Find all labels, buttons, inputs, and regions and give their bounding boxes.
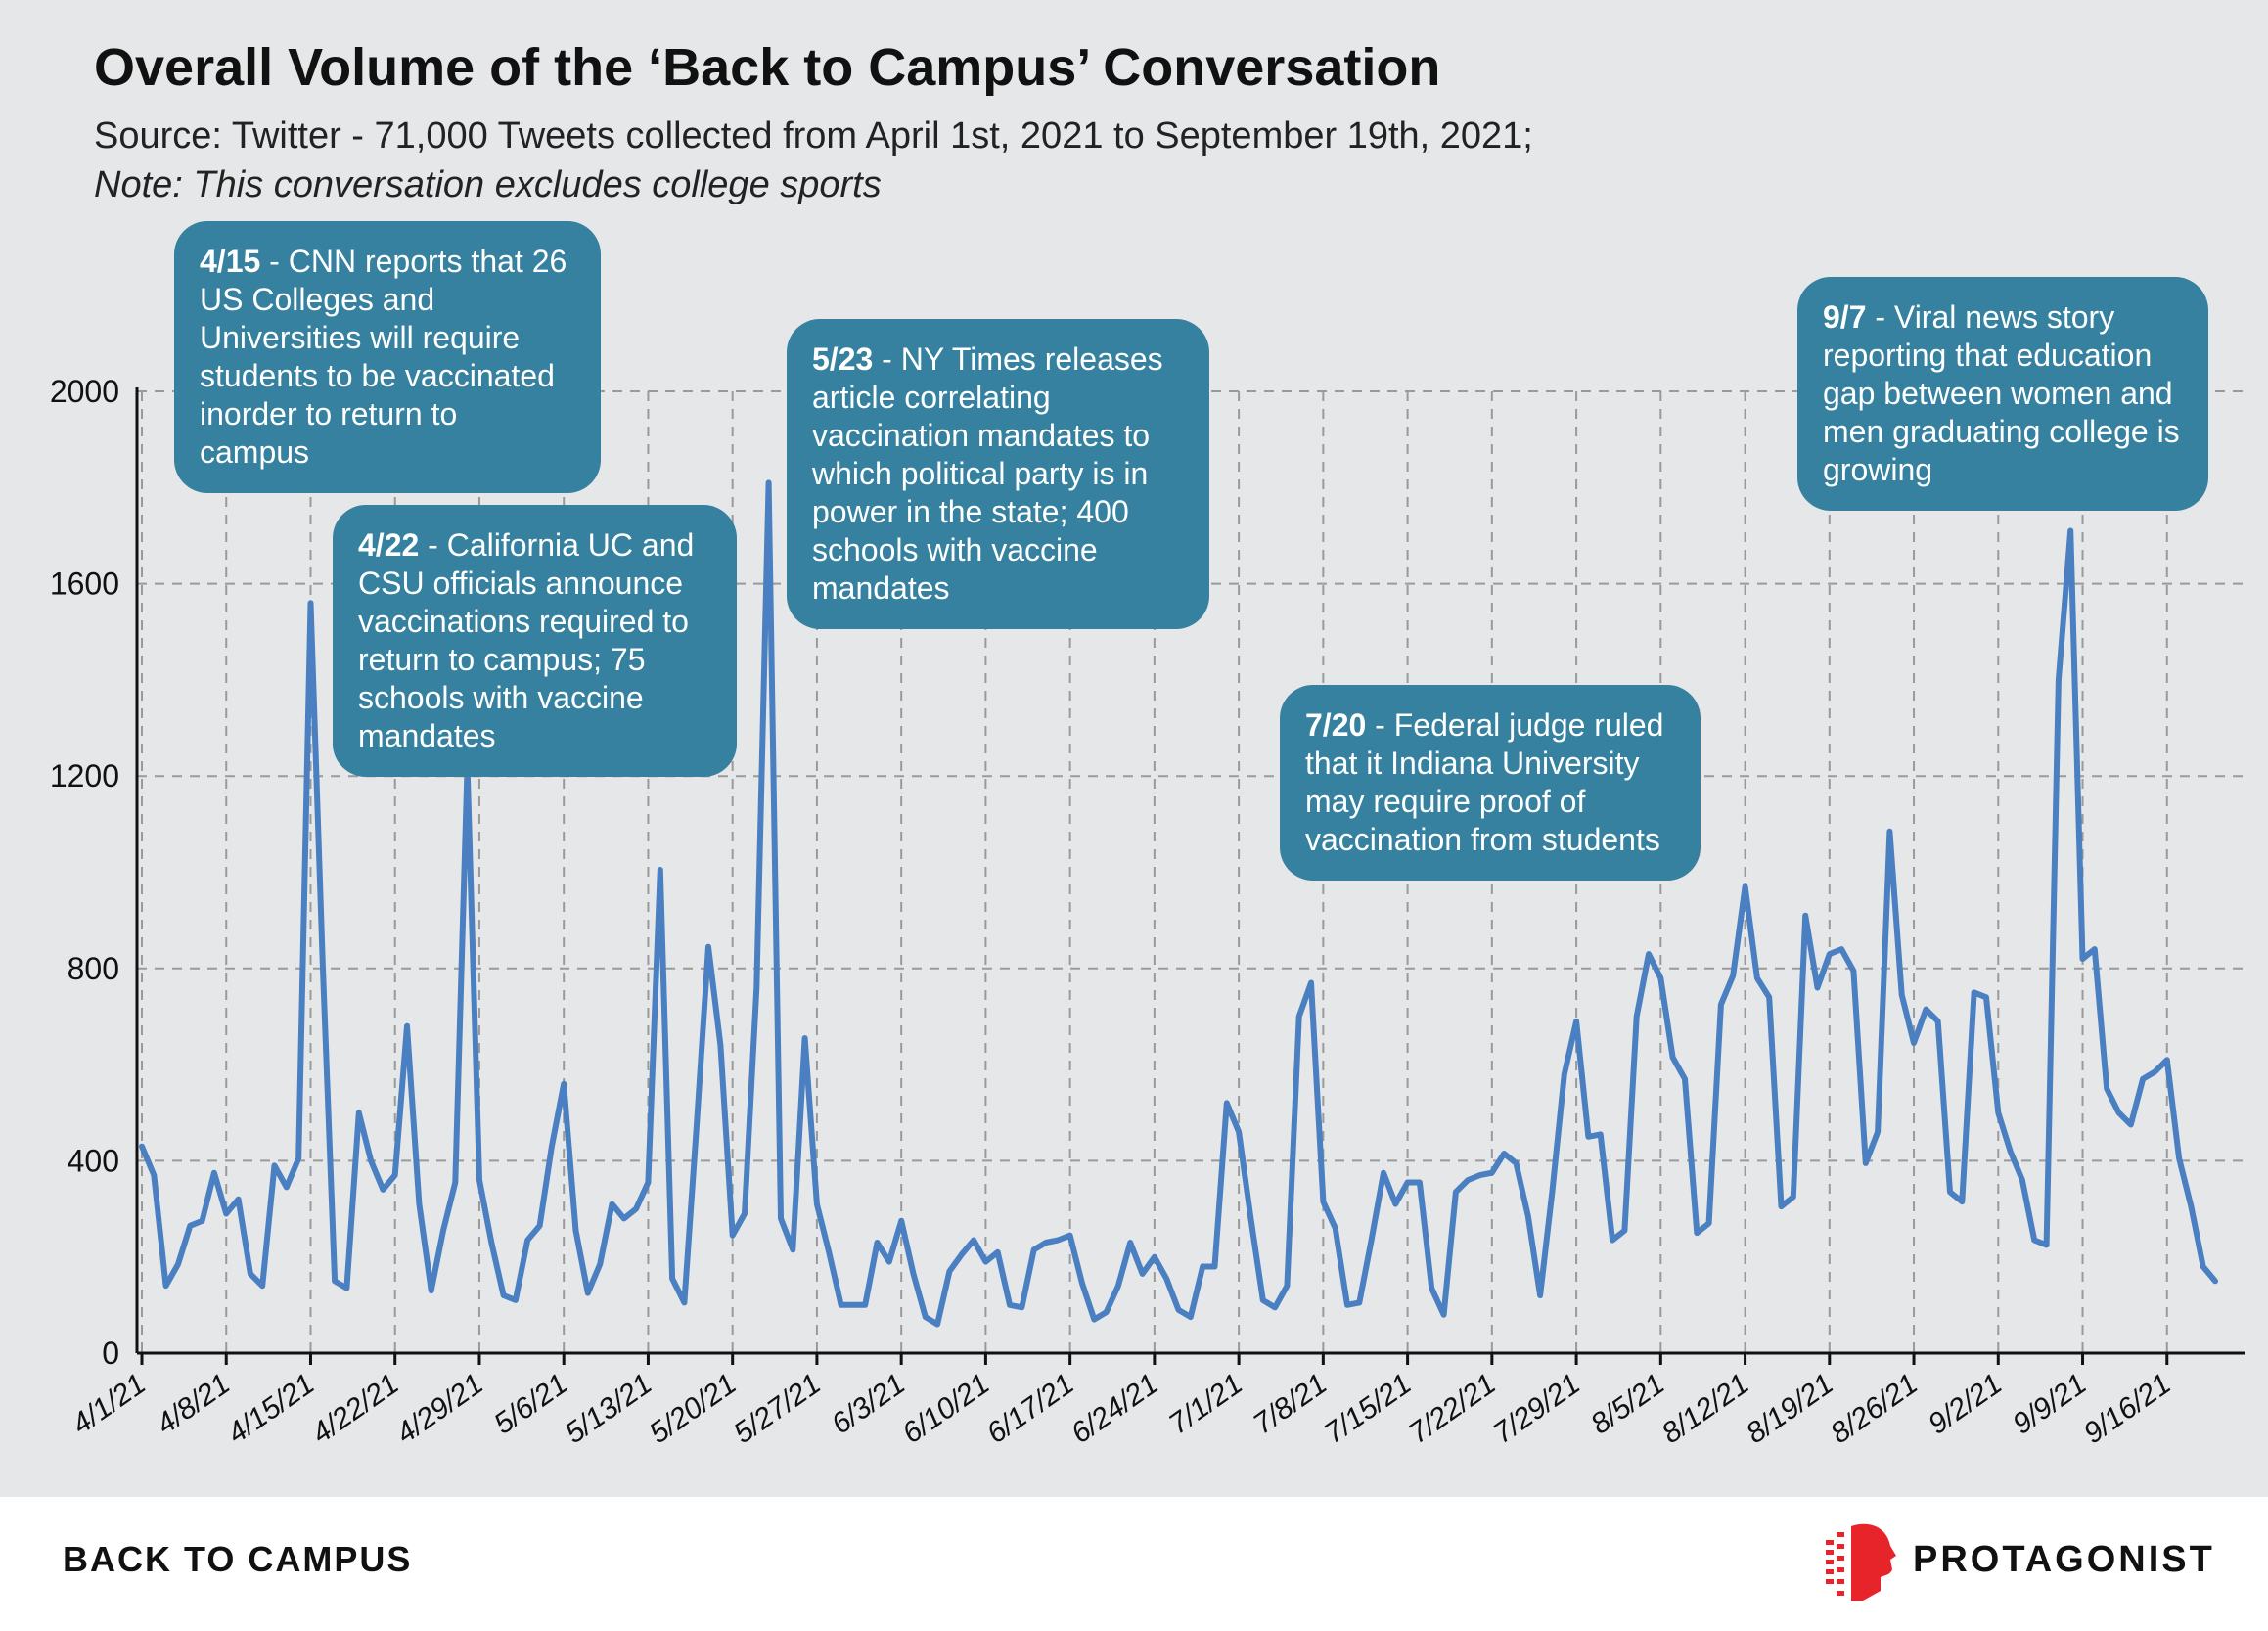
- chart-title: Overall Volume of the ‘Back to Campus’ C…: [94, 38, 1441, 97]
- brand-name: PROTAGONIST: [1913, 1539, 2215, 1580]
- annotation-date: 4/15: [200, 244, 261, 279]
- y-tick-label: 2000: [50, 374, 119, 409]
- y-tick-label: 1600: [50, 566, 119, 602]
- annotation-7-20: 7/20 - Federal judge ruled that it India…: [1280, 685, 1701, 881]
- x-tick-label: 9/2/21: [1923, 1368, 2008, 1441]
- series-line: [139, 479, 2218, 1328]
- x-tick-label: 5/13/21: [560, 1368, 658, 1450]
- x-tick-label: 7/8/21: [1247, 1368, 1333, 1441]
- footer-label: BACK TO CAMPUS: [63, 1539, 413, 1579]
- x-tick-label: 7/1/21: [1163, 1368, 1248, 1441]
- x-tick-label: 5/27/21: [728, 1368, 827, 1450]
- y-tick-label: 1200: [50, 758, 119, 793]
- x-tick-label: 9/9/21: [2007, 1368, 2092, 1441]
- annotation-5-23: 5/23 - NY Times releases article correla…: [787, 319, 1209, 629]
- annotation-date: 7/20: [1305, 707, 1367, 743]
- x-tick-label: 4/15/21: [222, 1368, 321, 1450]
- x-tick-label: 7/22/21: [1403, 1368, 1502, 1450]
- annotation-date: 5/23: [812, 341, 874, 377]
- chart-note: Note: This conversation excludes college…: [94, 164, 882, 205]
- annotation-text: - Federal judge ruled that it Indiana Un…: [1305, 707, 1664, 857]
- x-axis-ticks: 4/1/214/8/214/15/214/22/214/29/215/6/215…: [67, 1368, 2177, 1450]
- x-tick-label: 8/12/21: [1656, 1368, 1755, 1450]
- y-tick-label: 0: [102, 1336, 119, 1371]
- x-tick-label: 4/29/21: [390, 1368, 489, 1450]
- annotation-date: 9/7: [1823, 299, 1867, 335]
- chart-subtitle: Source: Twitter - 71,000 Tweets collecte…: [94, 115, 1533, 157]
- x-tick-label: 6/3/21: [826, 1368, 911, 1441]
- x-tick-label: 5/20/21: [644, 1368, 743, 1450]
- x-tick-label: 5/6/21: [488, 1368, 573, 1441]
- x-tick-label: 9/16/21: [2078, 1368, 2177, 1450]
- annotation-9-7: 9/7 - Viral news story reporting that ed…: [1797, 277, 2208, 511]
- x-tick-label: 6/17/21: [981, 1368, 1080, 1450]
- annotation-4-22: 4/22 - California UC and CSU officials a…: [333, 505, 737, 777]
- x-tick-label: 8/19/21: [1741, 1368, 1839, 1450]
- x-tick-label: 7/29/21: [1487, 1368, 1586, 1450]
- protagonist-logo-icon: [1826, 1523, 1896, 1601]
- annotation-4-15: 4/15 - CNN reports that 26 US Colleges a…: [174, 221, 601, 493]
- annotation-date: 4/22: [358, 527, 420, 563]
- annotation-text: - Viral news story reporting that educat…: [1823, 299, 2180, 487]
- x-tick-label: 6/24/21: [1066, 1368, 1164, 1450]
- x-tick-label: 6/10/21: [896, 1368, 995, 1450]
- annotation-text: - CNN reports that 26 US Colleges and Un…: [200, 244, 567, 470]
- annotation-text: - NY Times releases article correlating …: [812, 341, 1163, 606]
- x-tick-label: 8/5/21: [1585, 1368, 1670, 1441]
- y-tick-label: 400: [68, 1143, 119, 1178]
- y-tick-label: 800: [68, 951, 119, 986]
- y-axis-ticks: 0 400 800 1200 1600 2000: [50, 374, 119, 1371]
- x-tick-label: 4/22/21: [306, 1368, 405, 1450]
- x-tick-label: 4/1/21: [67, 1368, 152, 1441]
- x-tick-label: 4/8/21: [151, 1368, 236, 1441]
- x-tick-label: 8/26/21: [1825, 1368, 1924, 1450]
- x-tick-label: 7/15/21: [1319, 1368, 1418, 1450]
- axes: [135, 387, 2245, 1365]
- annotation-text: - California UC and CSU officials announ…: [358, 527, 695, 753]
